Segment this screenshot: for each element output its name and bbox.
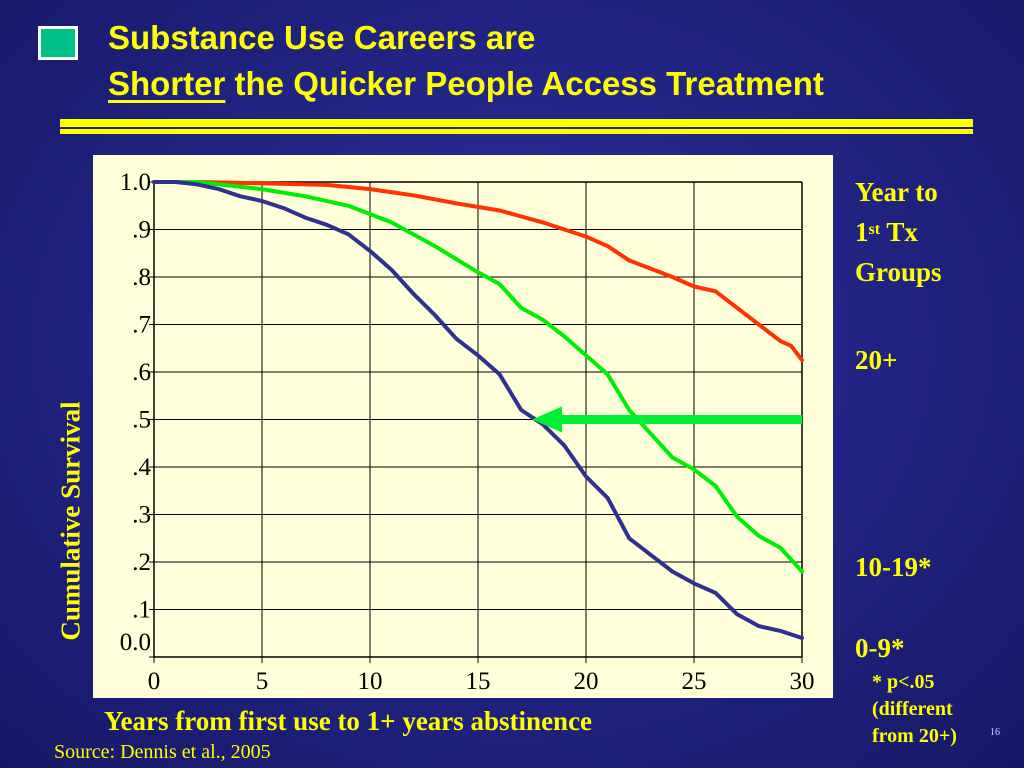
x-tick-label: 25 (682, 668, 707, 695)
x-axis-label: Years from first use to 1+ years abstine… (104, 706, 593, 736)
x-tick-label: 5 (256, 668, 269, 695)
title-rest: the Quicker People Access Treatment (225, 65, 824, 102)
x-tick-label: 15 (466, 668, 491, 695)
x-tick-label: 20 (574, 668, 599, 695)
legend-title-tx: Tx (880, 217, 918, 247)
y-tick-label: .7 (132, 312, 151, 339)
x-tick-label: 10 (358, 668, 383, 695)
series-line-0-9 (152, 180, 804, 640)
y-tick-label: .5 (132, 407, 151, 434)
title-rule-thick (60, 119, 973, 127)
y-tick-label: .2 (132, 549, 151, 576)
legend-title: Year to 1st Tx Groups (855, 172, 942, 292)
legend-title-groups: Groups (855, 257, 942, 287)
arrow-head (532, 406, 562, 433)
x-tick-label: 0 (148, 668, 161, 695)
slide-title-line2: Shorter the Quicker People Access Treatm… (108, 64, 824, 104)
legend-10-19: 10-19* (855, 552, 932, 582)
title-underlined-word: Shorter (108, 65, 226, 102)
y-axis-label: Cumulative Survival (55, 401, 86, 641)
legend-title-prefix: Year to (855, 177, 938, 207)
source-citation: Source: Dennis et al., 2005 (54, 741, 271, 763)
series-line-20plus (152, 180, 804, 363)
legend-title-num: 1 (855, 217, 869, 247)
legend-20plus: 20+ (855, 345, 898, 375)
title-rule-thin (60, 129, 973, 134)
y-tick-label: 0.0 (120, 629, 151, 656)
y-tick-label: .3 (132, 502, 151, 529)
plot-panel (93, 155, 833, 698)
title-bullet (38, 26, 78, 60)
significance-note: * p<.05 (different from 20+) (872, 671, 957, 747)
legend-0-9: 0-9* (855, 633, 905, 663)
x-tick-label: 30 (790, 668, 815, 695)
y-tick-label: 1.0 (120, 169, 151, 196)
y-tick-label: .9 (132, 217, 151, 244)
y-tick-label: .6 (132, 359, 151, 386)
page-number: 16 (990, 727, 1000, 738)
y-tick-label: .4 (132, 454, 151, 481)
y-tick-label: .1 (132, 597, 151, 624)
y-tick-label: .8 (132, 264, 151, 291)
legend-title-sup: st (868, 221, 881, 238)
slide-title-line1: Substance Use Careers are (108, 19, 536, 56)
series-line-10-19 (152, 180, 804, 574)
